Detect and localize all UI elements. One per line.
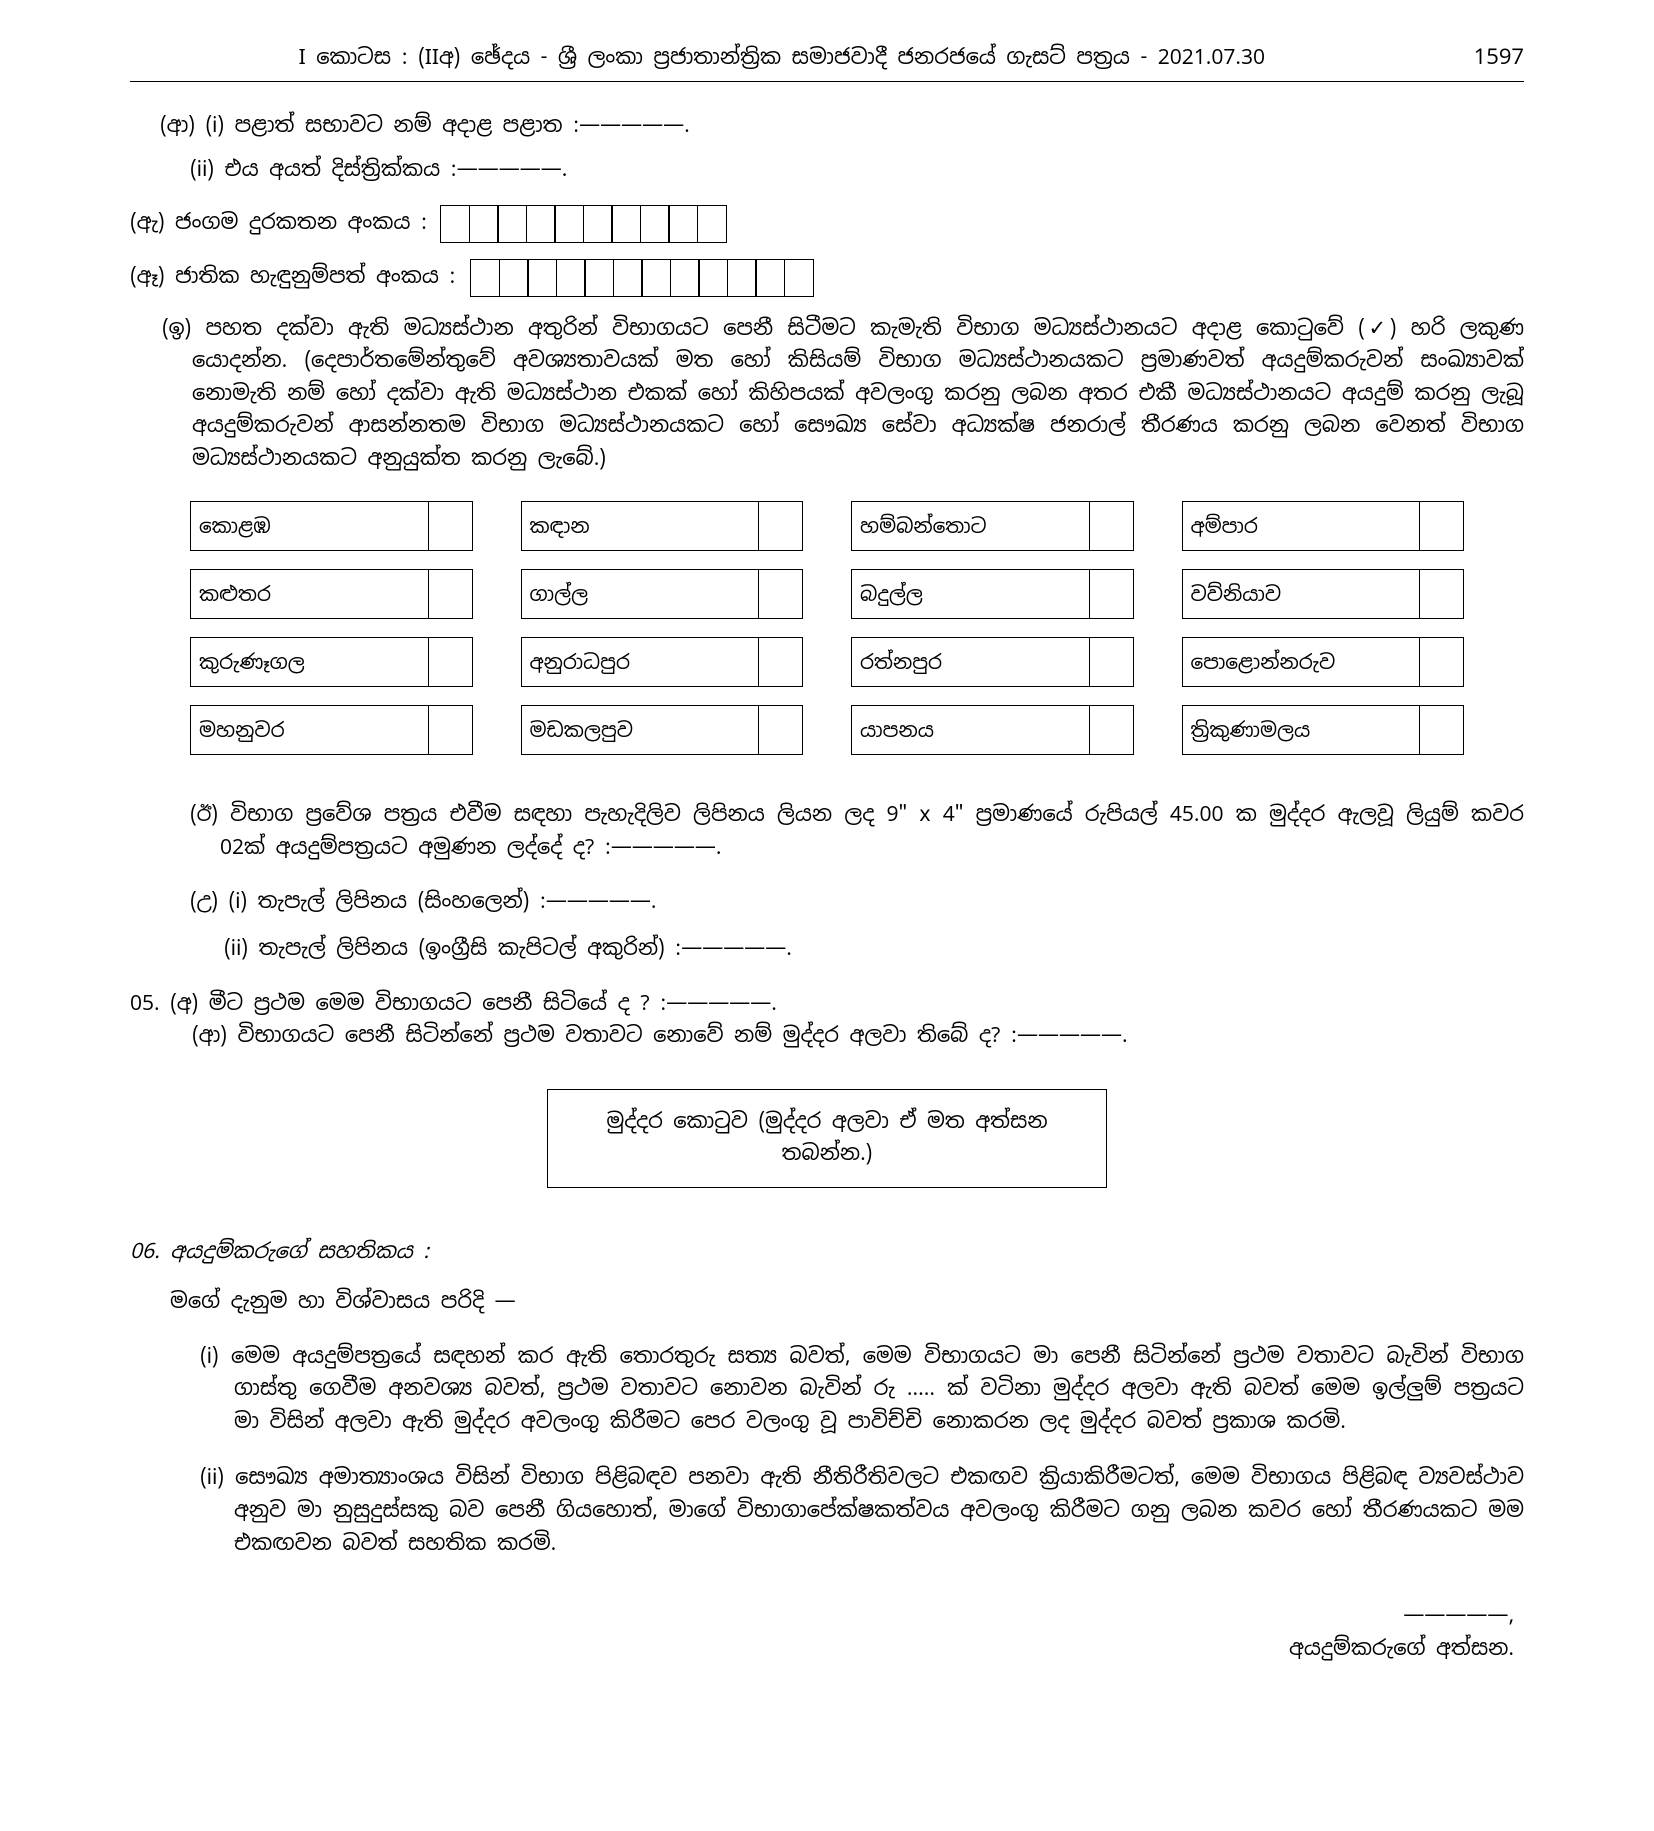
center-cell[interactable]: රත්නපුර [851, 637, 1134, 687]
input-box[interactable] [755, 259, 785, 297]
input-box[interactable] [611, 205, 641, 243]
center-cell[interactable]: බදුල්ල [851, 569, 1134, 619]
input-box[interactable] [641, 259, 671, 297]
center-label: කොළඹ [191, 502, 428, 550]
center-cell[interactable]: මහනුවර [190, 705, 473, 755]
center-label: රත්නපුර [852, 638, 1089, 686]
page-number: 1597 [1474, 40, 1524, 74]
item-u-ii: (ii) තැපැල් ලිපිනය (ඉංග්‍රීසි කැපිටල් අක… [224, 933, 1524, 966]
input-box[interactable] [554, 205, 584, 243]
center-cell[interactable]: අම්පාර [1182, 501, 1465, 551]
signature-block: —————, අයදුම්කරුගේ අත්සන. [130, 1600, 1524, 1665]
center-label: බදුල්ල [852, 570, 1089, 618]
center-tickbox[interactable] [1419, 638, 1463, 686]
input-box[interactable] [469, 205, 499, 243]
center-cell[interactable]: යාපනය [851, 705, 1134, 755]
center-tickbox[interactable] [428, 638, 472, 686]
input-box[interactable] [727, 259, 757, 297]
center-tickbox[interactable] [758, 638, 802, 686]
input-box[interactable] [584, 259, 614, 297]
exam-centers-grid: කොළඹ කඳාන හම්බන්තොට අම්පාර කළුතර ගාල්ල බදුල්ල ව… [190, 501, 1464, 755]
center-tickbox[interactable] [1419, 570, 1463, 618]
center-tickbox[interactable] [1089, 570, 1133, 618]
item-aa-i: (ආ) (i) පළාත් සභාවට නම් අදාළ පළාත :—————… [130, 110, 1524, 143]
declaration-intro: මගේ දැනුම හා විශ්වාසය පරිදි — [170, 1286, 1524, 1319]
page-header: I කොටස : (IIඅ) ඡේදය - ශ්‍රී ලංකා ප්‍රජාත… [130, 40, 1524, 82]
center-label: වව්නියාව [1183, 570, 1420, 618]
label-nic: (ඈ) ජාතික හැඳුනුම්පත් අංකය : [130, 261, 470, 294]
input-box[interactable] [440, 205, 470, 243]
center-cell[interactable]: කඳාන [521, 501, 804, 551]
center-tickbox[interactable] [1089, 638, 1133, 686]
center-tickbox[interactable] [1419, 502, 1463, 550]
item-aa-ii: (ii) එය අයත් දිස්ත්‍රික්කය :—————. [130, 154, 1524, 187]
input-box[interactable] [583, 205, 613, 243]
center-tickbox[interactable] [1419, 706, 1463, 754]
center-cell[interactable]: ගාල්ල [521, 569, 804, 619]
input-box[interactable] [698, 259, 728, 297]
input-box[interactable] [499, 259, 529, 297]
declaration-i: (i) මෙම අයදුම්පත්‍රයේ සඳහන් කර ඇති තොරතු… [200, 1341, 1524, 1439]
center-label: මඩකලපුව [522, 706, 759, 754]
input-box[interactable] [613, 259, 643, 297]
center-tickbox[interactable] [428, 502, 472, 550]
input-box[interactable] [556, 259, 586, 297]
center-label: අනුරාධපුර [522, 638, 759, 686]
stamp-box[interactable]: මුද්දර කොටුව (මුද්දර අලවා ඒ මත අත්සන තබන… [547, 1089, 1107, 1188]
item-u-i: (උ) (i) තැපැල් ලිපිනය (සිංහලෙන්) :—————. [190, 886, 1524, 919]
signature-line: —————, [130, 1600, 1514, 1633]
center-label: කළුතර [191, 570, 428, 618]
item-i-paragraph: (ඉ) පහත දක්වා ඇති මධ්‍යස්ථාන අතුරින් විභ… [192, 313, 1524, 476]
header-title: I කොටස : (IIඅ) ඡේදය - ශ්‍රී ලංකා ප්‍රජාත… [130, 42, 1434, 75]
center-label: යාපනය [852, 706, 1089, 754]
center-tickbox[interactable] [758, 706, 802, 754]
center-cell[interactable]: පොළොන්නරුව [1182, 637, 1465, 687]
center-label: ත්‍රිකුණාමලය [1183, 706, 1420, 754]
label-mobile: (ඇ) ජංගම දුරකතන අංකය : [130, 207, 440, 240]
center-label: හම්බන්තොට [852, 502, 1089, 550]
center-cell[interactable]: මඩකලපුව [521, 705, 804, 755]
center-cell[interactable]: හම්බන්තොට [851, 501, 1134, 551]
declaration-ii: (ii) සෞඛ්‍ය අමාත්‍යාංශය විසින් විභාග පිළ… [200, 1462, 1524, 1560]
center-cell[interactable]: කුරුණෑගල [190, 637, 473, 687]
center-tickbox[interactable] [1089, 706, 1133, 754]
center-tickbox[interactable] [428, 570, 472, 618]
center-label: පොළොන්නරුව [1183, 638, 1420, 686]
center-tickbox[interactable] [758, 570, 802, 618]
input-box[interactable] [497, 205, 527, 243]
section-06-title: 06. අයදුම්කරුගේ සහතිකය : [130, 1236, 1524, 1269]
boxes-nic[interactable] [470, 259, 814, 297]
center-label: ගාල්ල [522, 570, 759, 618]
q05-a: 05. (අ) මීට ප්‍රථම මෙම විභාගයට පෙනී සිටි… [130, 988, 1524, 1021]
input-box[interactable] [784, 259, 814, 297]
row-mobile: (ඇ) ජංගම දුරකතන අංකය : [130, 205, 1524, 243]
center-tickbox[interactable] [428, 706, 472, 754]
center-label: කුරුණෑගල [191, 638, 428, 686]
center-tickbox[interactable] [758, 502, 802, 550]
center-cell[interactable]: ත්‍රිකුණාමලය [1182, 705, 1465, 755]
row-nic: (ඈ) ජාතික හැඳුනුම්පත් අංකය : [130, 259, 1524, 297]
center-tickbox[interactable] [1089, 502, 1133, 550]
input-box[interactable] [527, 259, 557, 297]
center-cell[interactable]: වව්නියාව [1182, 569, 1465, 619]
boxes-mobile[interactable] [440, 205, 727, 243]
center-cell[interactable]: අනුරාධපුර [521, 637, 804, 687]
input-box[interactable] [670, 259, 700, 297]
signature-label: අයදුම්කරුගේ අත්සන. [130, 1633, 1514, 1666]
center-cell[interactable]: කොළඹ [190, 501, 473, 551]
input-box[interactable] [697, 205, 727, 243]
input-box[interactable] [526, 205, 556, 243]
input-box[interactable] [668, 205, 698, 243]
input-box[interactable] [640, 205, 670, 243]
center-label: කඳාන [522, 502, 759, 550]
input-box[interactable] [470, 259, 500, 297]
center-cell[interactable]: කළුතර [190, 569, 473, 619]
q05-aa: (ආ) විභාගයට පෙනී සිටින්නේ ප්‍රථම වතාවට න… [192, 1020, 1524, 1053]
center-label: මහනුවර [191, 706, 428, 754]
center-label: අම්පාර [1183, 502, 1420, 550]
item-ii: (ඊ) විභාග ප්‍රවේශ පත්‍රය එවීම සඳහා පැහැද… [190, 799, 1524, 864]
